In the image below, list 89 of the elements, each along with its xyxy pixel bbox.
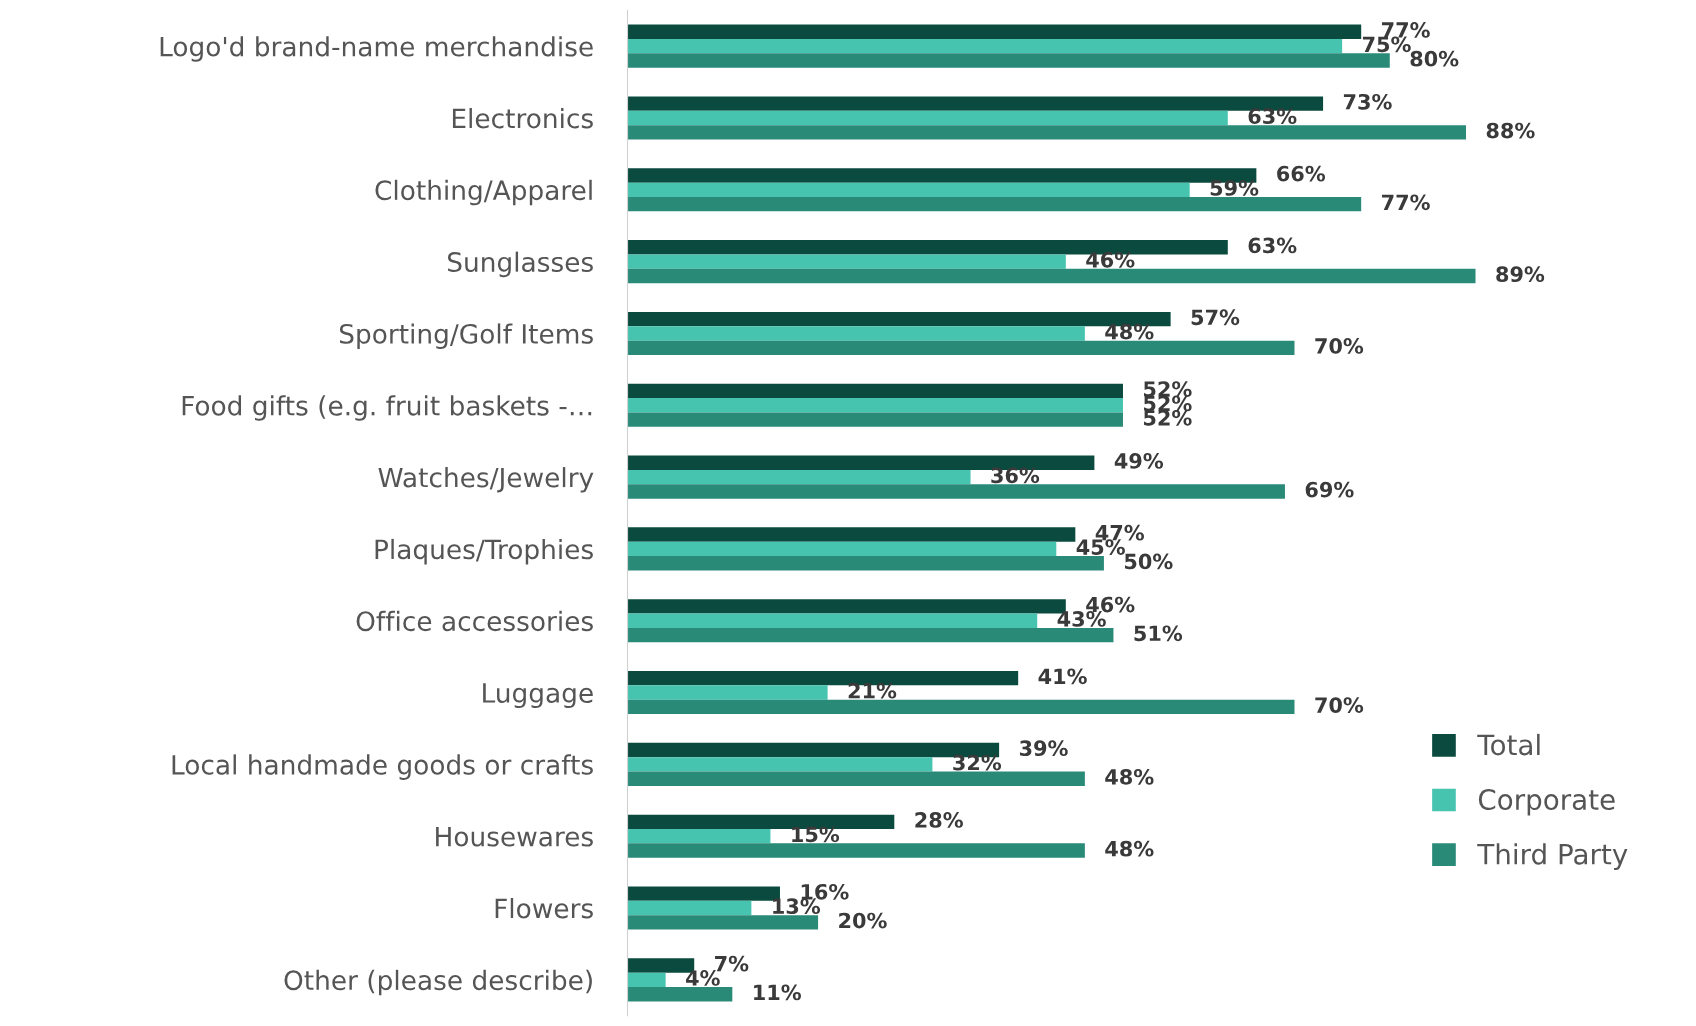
bar (627, 398, 1123, 413)
bar (627, 987, 733, 1002)
data-label: 7% (715, 955, 749, 972)
data-label: 66% (1277, 165, 1326, 182)
data-label: 16% (801, 883, 849, 900)
data-label: 51% (1134, 625, 1183, 642)
y-tick-label: Plaques/Trophies (375, 538, 593, 565)
data-label: 48% (1105, 840, 1154, 857)
data-label: 70% (1315, 338, 1364, 354)
y-tick-label: Food gifts (e.g. fruit baskets -… (182, 395, 592, 421)
bar (627, 843, 1085, 858)
data-label: 59% (1210, 180, 1259, 196)
data-label: 41% (1038, 668, 1087, 685)
bar (627, 484, 1285, 499)
data-label: 4% (686, 970, 720, 986)
y-tick-label: Watches/Jewelry (378, 467, 594, 493)
bar (627, 900, 752, 916)
bar (627, 556, 1104, 571)
legend-label: Corporate (1478, 789, 1615, 816)
bar (627, 699, 1295, 715)
y-tick-label: Electronics (452, 107, 593, 129)
data-label: 69% (1305, 481, 1354, 498)
y-tick-label: Other (please describe) (284, 969, 592, 996)
data-label: 52% (1144, 409, 1192, 426)
data-label: 50% (1124, 553, 1173, 570)
data-label: 80% (1410, 50, 1459, 67)
bar (627, 412, 1123, 427)
data-label: 20% (839, 912, 887, 929)
data-label: 57% (1191, 309, 1240, 326)
bar (627, 38, 1343, 54)
data-label: 77% (1382, 194, 1430, 211)
data-label: 45% (1076, 539, 1125, 555)
data-label: 11% (754, 984, 801, 1001)
data-label: 73% (1343, 93, 1392, 110)
data-label: 48% (1105, 323, 1154, 340)
bar (627, 326, 1085, 341)
bar (627, 268, 1476, 284)
bar (627, 541, 1057, 557)
bar (627, 685, 828, 700)
data-label: 15% (792, 826, 840, 843)
y-tick-label: Clothing/Apparel (375, 179, 592, 206)
data-label: 46% (1086, 251, 1135, 268)
bar (627, 627, 1114, 643)
bar (627, 254, 1066, 269)
bar (627, 196, 1362, 212)
y-tick-label: Office accessories (356, 610, 593, 632)
data-label: 63% (1248, 108, 1297, 125)
data-label: 63% (1248, 237, 1297, 254)
bar (627, 53, 1390, 68)
data-label: 36% (991, 467, 1040, 484)
bar (627, 469, 971, 485)
bar (627, 340, 1295, 355)
data-label: 46% (1086, 596, 1135, 613)
data-label: 39% (1019, 740, 1068, 757)
bar (627, 182, 1190, 197)
bar (627, 915, 819, 930)
bar (627, 757, 933, 772)
bar (627, 771, 1085, 786)
data-label: 77% (1382, 22, 1430, 38)
data-label: 48% (1105, 769, 1154, 785)
y-tick-label: Logo'd brand-name merchandise (160, 36, 593, 62)
data-label: 52% (1144, 395, 1192, 412)
data-label: 43% (1057, 611, 1106, 627)
data-label: 70% (1315, 697, 1364, 713)
bar (627, 24, 1362, 39)
bar (627, 829, 771, 844)
data-label: 49% (1114, 453, 1164, 469)
data-label: 89% (1496, 266, 1545, 283)
legend-label: Third Party (1477, 843, 1628, 871)
y-tick-label: Flowers (495, 897, 593, 919)
y-tick-label: Sporting/Golf Items (339, 323, 593, 349)
bar (627, 527, 1076, 542)
bar (627, 972, 666, 988)
y-tick-label: Sunglasses (447, 251, 593, 278)
y-tick-label: Luggage (483, 683, 593, 709)
data-label: 88% (1486, 122, 1535, 139)
y-tick-label: Housewares (436, 826, 593, 847)
y-tick-label: Local handmade goods or crafts (172, 754, 593, 780)
bar (627, 383, 1123, 399)
bar (627, 613, 1038, 628)
bar (627, 110, 1228, 126)
data-label: 28% (915, 812, 963, 828)
data-label: 75% (1362, 36, 1411, 53)
data-label: 13% (773, 898, 821, 915)
data-label: 47% (1095, 524, 1144, 541)
data-label: 21% (848, 682, 897, 699)
legend-label: Total (1477, 733, 1540, 756)
data-label: 32% (953, 754, 1002, 771)
bar (627, 125, 1466, 140)
